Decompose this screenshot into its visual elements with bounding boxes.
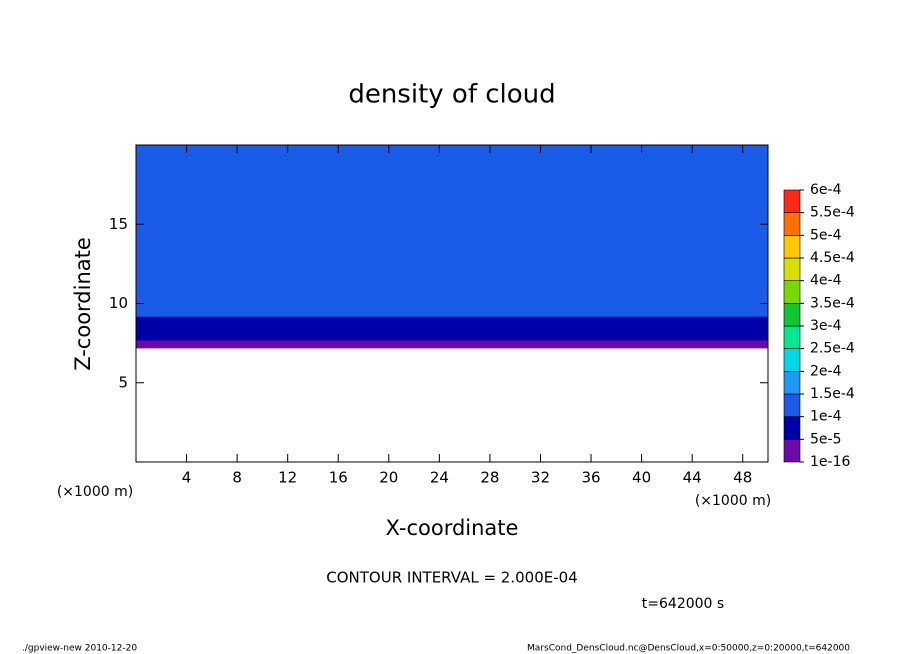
contour-band bbox=[136, 295, 768, 317]
colorbar-box bbox=[783, 303, 801, 327]
colorbar-box bbox=[783, 439, 801, 463]
contour-band bbox=[136, 316, 768, 331]
colorbar-label: 4e-4 bbox=[810, 273, 842, 289]
contour-interval: CONTOUR INTERVAL = 2.000E-04 bbox=[326, 569, 577, 587]
x-tick-label: 40 bbox=[632, 469, 651, 487]
colorbar-box bbox=[783, 257, 801, 281]
colorbar-label: 2e-4 bbox=[810, 363, 842, 379]
colorbar-label: 6e-4 bbox=[810, 182, 842, 198]
x-tick-label: 36 bbox=[581, 469, 600, 487]
colorbar-box bbox=[783, 393, 801, 417]
x-tick-label: 28 bbox=[480, 469, 499, 487]
x-tick-label: 48 bbox=[733, 469, 752, 487]
contour-band bbox=[136, 184, 768, 273]
colorbar-box bbox=[783, 235, 801, 259]
footer-left: ./gpview-new 2010-12-20 bbox=[22, 644, 137, 654]
x-tick-label: 16 bbox=[329, 469, 348, 487]
y-axis-unit: (×1000 m) bbox=[57, 484, 133, 500]
y-tick-label: 15 bbox=[109, 215, 128, 233]
contour-band bbox=[136, 168, 768, 186]
colorbar-label: 5.5e-4 bbox=[810, 205, 855, 221]
contour-band bbox=[136, 145, 768, 170]
colorbar-label: 3e-4 bbox=[810, 318, 842, 334]
colorbar-box bbox=[783, 189, 801, 213]
y-tick-label: 5 bbox=[118, 373, 128, 391]
colorbar-box bbox=[783, 325, 801, 349]
colorbar-label: 5e-5 bbox=[810, 431, 841, 447]
colorbar-box bbox=[783, 280, 801, 304]
x-tick-label: 8 bbox=[232, 469, 242, 487]
y-axis-label: Z-coordinate bbox=[71, 237, 95, 371]
y-tick-label: 10 bbox=[109, 294, 128, 312]
colorbar-box bbox=[783, 348, 801, 372]
x-tick-label: 24 bbox=[430, 469, 449, 487]
x-tick-label: 44 bbox=[683, 469, 702, 487]
x-tick-label: 4 bbox=[182, 469, 192, 487]
colorbar-label: 2.5e-4 bbox=[810, 341, 855, 357]
colorbar-box bbox=[783, 416, 801, 440]
time-label: t=642000 s bbox=[642, 596, 724, 612]
x-tick-label: 12 bbox=[278, 469, 297, 487]
footer-right: MarsCond_DensCloud.nc@DensCloud,x=0:5000… bbox=[527, 644, 850, 654]
colorbar-label: 1e-16 bbox=[810, 454, 850, 470]
x-tick-label: 32 bbox=[531, 469, 550, 487]
contour-band bbox=[136, 339, 768, 349]
x-axis-unit: (×1000 m) bbox=[695, 493, 771, 509]
x-axis-label: X-coordinate bbox=[386, 516, 519, 540]
colorbar-label: 5e-4 bbox=[810, 227, 842, 243]
colorbar-box bbox=[783, 212, 801, 236]
contour-band bbox=[136, 330, 768, 341]
colorbar-label: 3.5e-4 bbox=[810, 295, 855, 311]
colorbar-label: 4.5e-4 bbox=[810, 250, 855, 266]
colorbar-label: 1e-4 bbox=[810, 409, 842, 425]
contour-band bbox=[136, 271, 768, 297]
colorbar-box bbox=[783, 371, 801, 395]
colorbar-label: 1.5e-4 bbox=[810, 386, 855, 402]
x-tick-label: 20 bbox=[379, 469, 398, 487]
chart-title: density of cloud bbox=[348, 80, 555, 110]
